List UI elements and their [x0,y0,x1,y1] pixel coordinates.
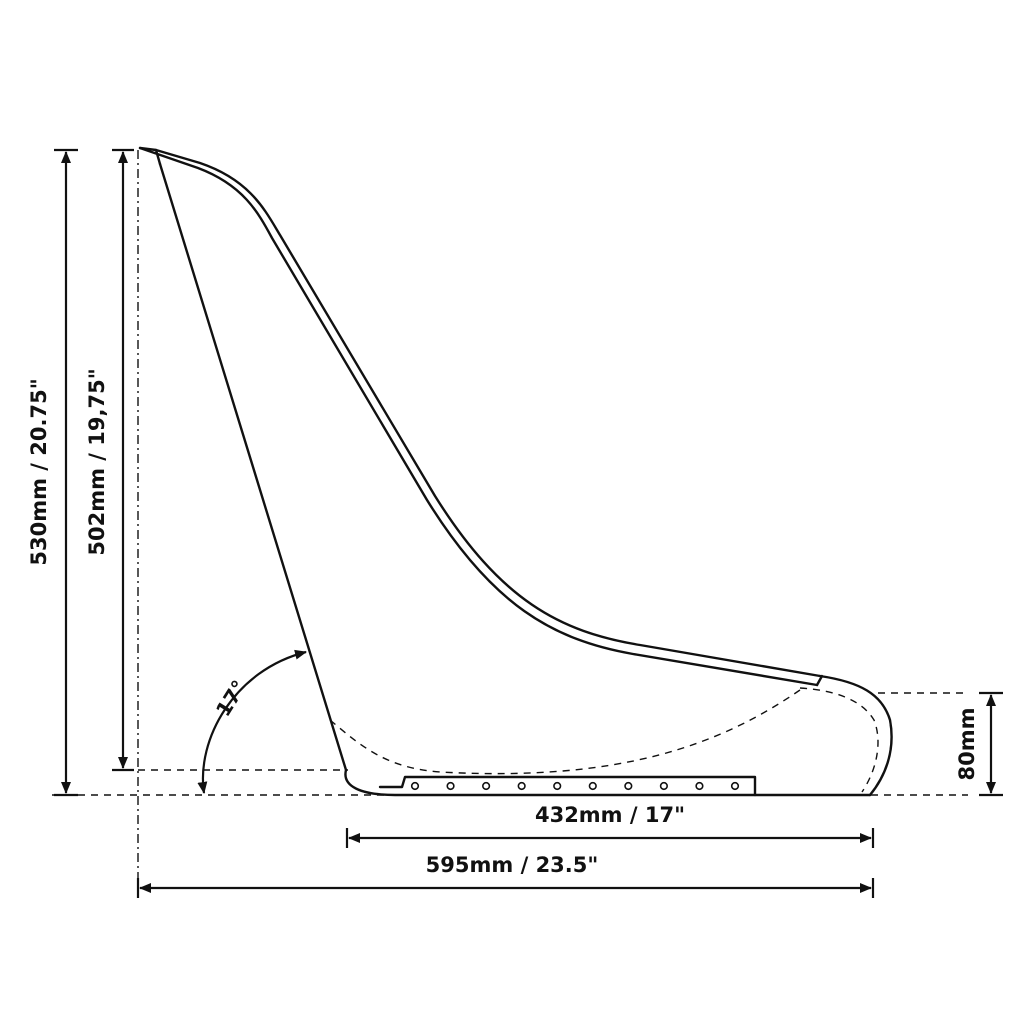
mounting-holes [410,781,740,791]
angle-arc [197,649,307,794]
seat-depth-dimension: 432mm / 17" [345,803,875,848]
bottom-hook [344,768,872,797]
overall-height-dimension: 530mm / 20.75" [27,148,78,797]
backrest-outer-edge [154,148,822,678]
front-lip-inner [799,687,879,793]
mounting-hole [410,781,420,791]
back-height-dimension: 502mm / 19,75" [85,148,134,772]
back-height-label: 502mm / 19,75" [85,368,109,555]
mounting-hole [588,781,597,791]
mounting-hole [482,781,491,791]
mounting-rail [378,775,757,797]
seat-front-tip [815,674,824,687]
rear-frame-strut [158,162,348,772]
overall-height-label: 530mm / 20.75" [27,378,51,565]
angle-indicator: 17° [197,649,307,794]
mounting-hole [695,781,704,791]
overall-length-label: 595mm / 23.5" [426,853,599,877]
front-lip-outer [818,674,893,797]
overall-length-dimension: 595mm / 23.5" [136,853,875,898]
mounting-hole [446,781,455,791]
front-lip-height-dimension: 80mm [955,691,1003,797]
front-lip-height-label: 80mm [955,708,979,781]
angle-label: 17° [211,676,251,721]
seat-shell [138,146,893,797]
mounting-hole [624,781,633,791]
mounting-hole [553,781,562,791]
mounting-hole [517,781,526,791]
seat-bottom-inner [329,689,801,775]
seat-depth-label: 432mm / 17" [535,803,685,827]
backrest-inner-edge [138,146,819,687]
mounting-hole [730,781,740,791]
mounting-hole [659,781,668,791]
